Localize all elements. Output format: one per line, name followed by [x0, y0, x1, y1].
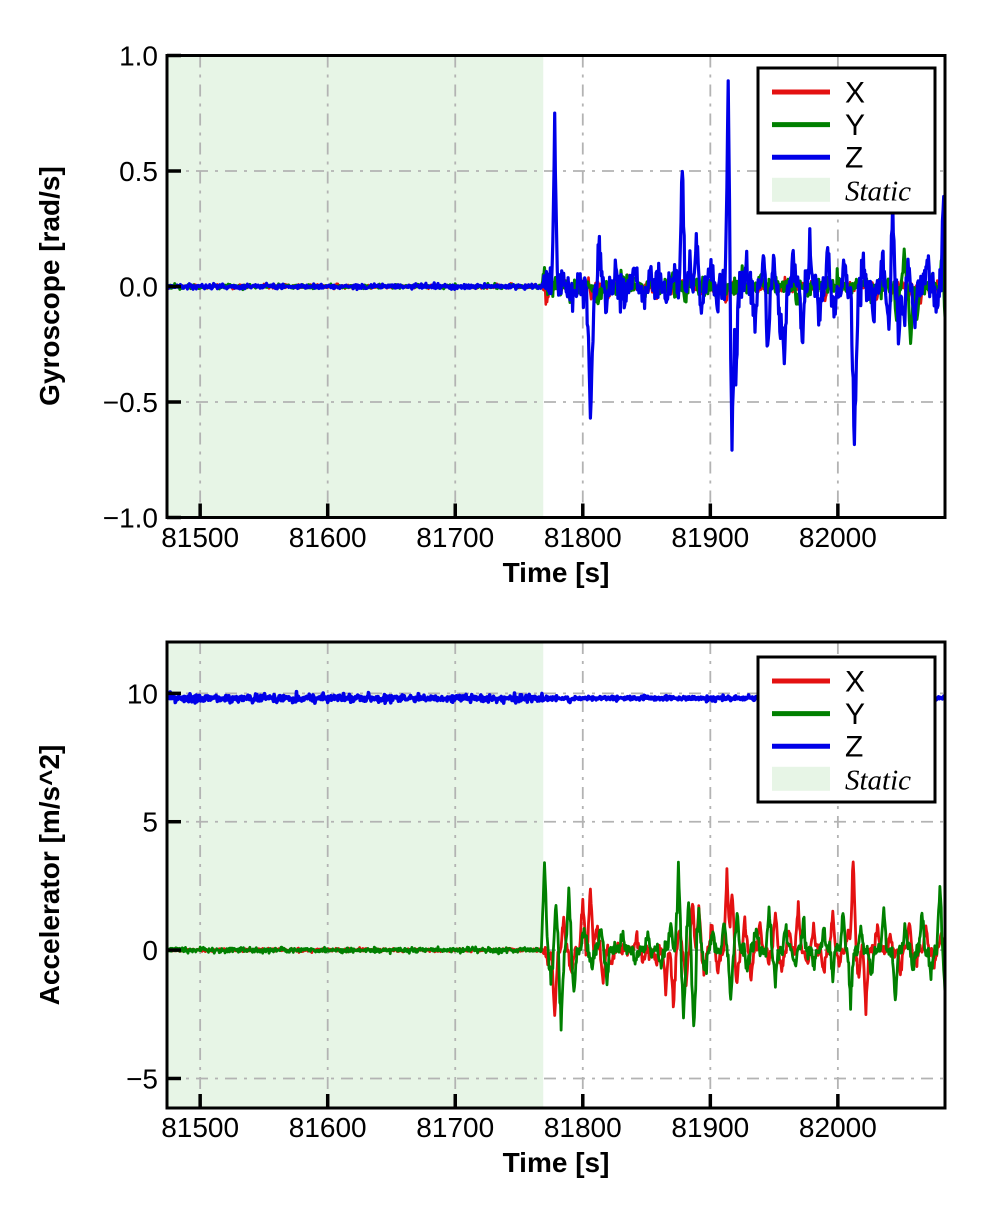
- y-tick-label: −1.0: [103, 503, 158, 534]
- x-tick-label: 81700: [416, 522, 494, 553]
- x-tick-label: 81800: [544, 1112, 622, 1143]
- static-region: [167, 642, 544, 1108]
- legend-label-x: X: [845, 77, 865, 110]
- series-group: [167, 79, 945, 452]
- gyroscope-x-axis-label: Time [s]: [502, 557, 610, 588]
- y-tick-label: 0.5: [119, 156, 158, 187]
- series-line-z: [167, 79, 945, 452]
- x-tick-label: 81600: [289, 522, 367, 553]
- y-tick-label: 0.0: [119, 272, 158, 303]
- y-tick-label: 0: [142, 935, 158, 966]
- axes-spines: [165, 640, 947, 1110]
- legend-label-z: Z: [845, 731, 863, 764]
- ticks: [167, 53, 840, 520]
- x-tick-label: 81500: [161, 522, 239, 553]
- x-tick-label: 81500: [161, 1112, 239, 1143]
- legend-label-z: Z: [845, 142, 863, 175]
- x-tick-label: 82000: [799, 522, 877, 553]
- y-tick-label: −5: [126, 1063, 158, 1094]
- y-tick-label: −0.5: [103, 387, 158, 418]
- accelerator-y-axis-label: Accelerator [m/s^2]: [34, 744, 65, 1006]
- series-line-y: [167, 860, 945, 1032]
- accelerator-x-axis-label: Time [s]: [502, 1147, 610, 1178]
- gyroscope-chart: 81500 81600 81700 81800 81900 82000 1.0 0.5 0.0 −…: [103, 41, 947, 553]
- x-tick-label: 81600: [289, 1112, 367, 1143]
- legend-label-y: Y: [845, 109, 865, 142]
- x-tick-label: 81900: [671, 1112, 749, 1143]
- legend-swatch-static: [772, 766, 830, 791]
- legend-swatch-static: [772, 177, 830, 202]
- y-tick-label: 5: [142, 807, 158, 838]
- legend-label-static: Static: [845, 175, 911, 207]
- y-tick-label: 10: [127, 678, 158, 709]
- y-tick-label: 1.0: [119, 41, 158, 72]
- gyroscope-y-axis-label: Gyroscope [rad/s]: [34, 166, 65, 406]
- ticks: [167, 691, 840, 1108]
- legend-label-y: Y: [845, 698, 865, 731]
- x-tick-label: 82000: [799, 1112, 877, 1143]
- x-tick-label: 81700: [416, 1112, 494, 1143]
- accelerator-chart: 81500 81600 81700 81800 81900 82000 10 5 0 −5 XYZS…: [126, 640, 947, 1143]
- x-tick-label: 81800: [544, 522, 622, 553]
- legend-label-x: X: [845, 666, 865, 699]
- legend-label-static: Static: [845, 764, 911, 796]
- x-tick-label: 81900: [671, 522, 749, 553]
